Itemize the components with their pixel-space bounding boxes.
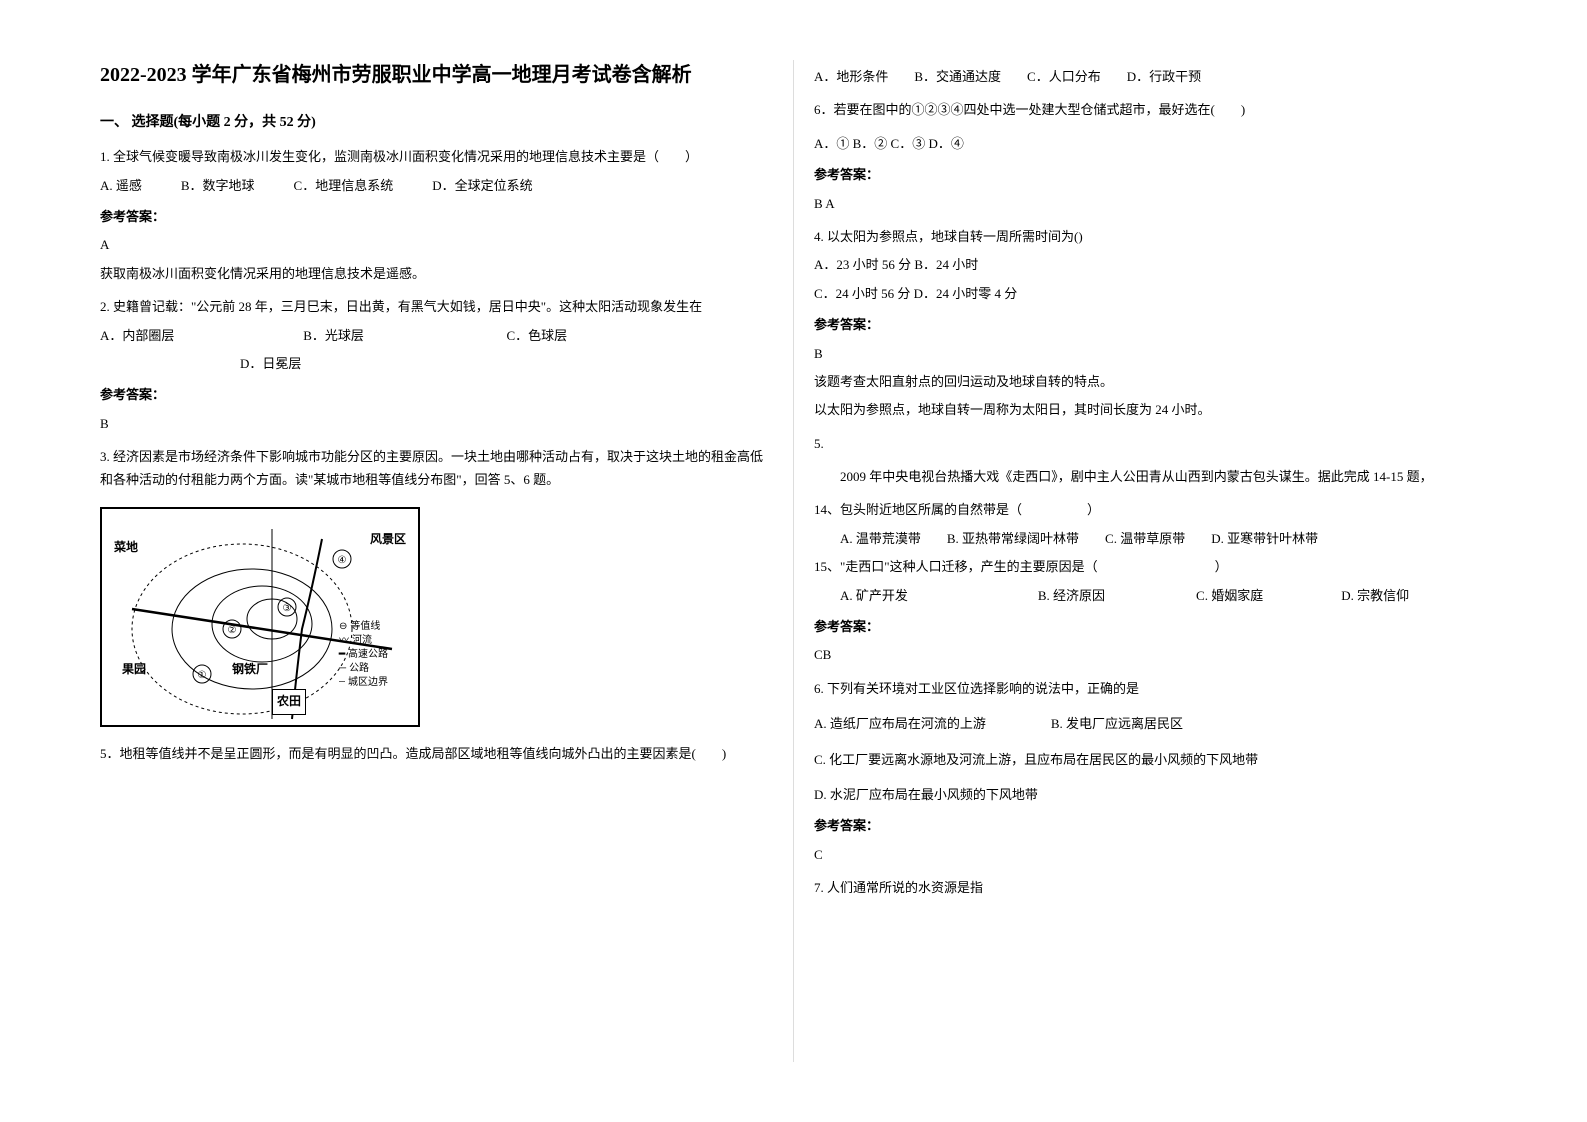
answer-value: A [100,233,773,256]
sub-question-5: 5．地租等值线并不是呈正圆形，而是有明显的凹凸。造成局部区域地租等值线向城外凸出… [100,742,773,765]
answer-value: B [814,342,1487,365]
question-5-passage: 5. 2009 年中央电视台热播大戏《走西口》，剧中主人公田青从山西到内蒙古包头… [814,432,1487,667]
right-column: A．地形条件 B．交通通达度 C．人口分布 D．行政干预 6．若要在图中的①②③… [794,60,1507,1062]
answer-label: 参考答案： [814,814,1487,837]
option-a: A．内部圈层 [100,324,300,347]
question-options-2: D．日冕层 [100,352,773,375]
passage-intro: 2009 年中央电视台热播大戏《走西口》，剧中主人公田青从山西到内蒙古包头谋生。… [814,465,1487,488]
sub-question-15: 15、"走西口"这种人口迁移，产生的主要原因是（ ） [814,555,1487,578]
option-row-2: C. 化工厂要远离水源地及河流上游，且应布局在居民区的最小风频的下风地带 [814,748,1487,771]
question-text: 2. 史籍曾记载："公元前 28 年，三月巳末，日出黄，有黑气大如钱，居日中央"… [100,295,773,318]
svg-text:②: ② [228,625,237,636]
sub-question-6: 6．若要在图中的①②③④四处中选一处建大型仓储式超市，最好选在( ) [814,98,1487,121]
explanation-1: 该题考查太阳直射点的回归运动及地球自转的特点。 [814,370,1487,393]
svg-text:④: ④ [338,555,347,566]
question-2: 2. 史籍曾记载："公元前 28 年，三月巳末，日出黄，有黑气大如钱，居日中央"… [100,295,773,435]
question-text: 6. 下列有关环境对工业区位选择影响的说法中，正确的是 [814,677,1487,700]
q15-options: A. 矿产开发 B. 经济原因 C. 婚姻家庭 D. 宗教信仰 [814,584,1487,607]
option-c: C．色球层 [507,324,568,347]
legend-road: ─公路 [339,662,388,676]
label-scenic: 风景区 [370,529,406,551]
svg-text:①: ① [198,670,207,681]
question-options: A. 遥感 B．数字地球 C．地理信息系统 D．全球定位系统 [100,174,773,197]
svg-text:③: ③ [283,603,292,614]
question-options: A．内部圈层 B．光球层 C．色球层 [100,324,773,347]
q6-options: A．① B．② C．③ D．④ [814,132,1487,155]
answer-label: 参考答案： [100,205,773,228]
explanation: 获取南极冰川面积变化情况采用的地理信息技术是遥感。 [100,262,773,285]
legend-contour: ⊖等值线 [339,620,388,634]
label-farmland: 农田 [272,689,306,715]
map-legend: ⊖等值线 〰河流 ━高速公路 ─公路 ┄城区边界 [339,620,388,690]
question-text: 7. 人们通常所说的水资源是指 [814,876,1487,899]
question-text: 1. 全球气候变暖导致南极冰川发生变化，监测南极冰川面积变化情况采用的地理信息技… [100,145,773,168]
sub-question-14: 14、包头附近地区所属的自然带是（ ） [814,498,1487,521]
answer-label: 参考答案： [814,163,1487,186]
answer-value: B A [814,192,1487,215]
q14-options: A. 温带荒漠带 B. 亚热带常绿阔叶林带 C. 温带草原带 D. 亚寒带针叶林… [814,527,1487,550]
answer-value: C [814,843,1487,866]
legend-river: 〰河流 [339,634,388,648]
answer-label: 参考答案： [814,313,1487,336]
legend-highway: ━高速公路 [339,648,388,662]
exam-title: 2022-2023 学年广东省梅州市劳服职业中学高一地理月考试卷含解析 [100,60,773,90]
label-orchard: 果园 [122,659,146,681]
question-4: 4. 以太阳为参照点，地球自转一周所需时间为() A．23 小时 56 分 B．… [814,225,1487,422]
label-vegetable: 菜地 [114,537,138,559]
option-row-1: A．23 小时 56 分 B．24 小时 [814,253,1487,276]
label-steel: 钢铁厂 [232,659,268,681]
option-b: B．光球层 [303,324,503,347]
option-row-3: D. 水泥厂应布局在最小风频的下风地带 [814,783,1487,806]
question-1: 1. 全球气候变暖导致南极冰川发生变化，监测南极冰川面积变化情况采用的地理信息技… [100,145,773,285]
answer-value: B [100,412,773,435]
q5-options: A．地形条件 B．交通通达度 C．人口分布 D．行政干预 [814,65,1487,88]
answer-value: CB [814,643,1487,666]
option-d: D．日冕层 [240,352,301,375]
question-intro: 3. 经济因素是市场经济条件下影响城市功能分区的主要原因。一块土地由哪种活动占有… [100,445,773,492]
option-row-2: C．24 小时 56 分 D．24 小时零 4 分 [814,282,1487,305]
question-6: 6. 下列有关环境对工业区位选择影响的说法中，正确的是 A. 造纸厂应布局在河流… [814,677,1487,866]
legend-boundary: ┄城区边界 [339,676,388,690]
question-text: 4. 以太阳为参照点，地球自转一周所需时间为() [814,225,1487,248]
question-7: 7. 人们通常所说的水资源是指 [814,876,1487,899]
question-3: 3. 经济因素是市场经济条件下影响城市功能分区的主要原因。一块土地由哪种活动占有… [100,445,773,765]
left-column: 2022-2023 学年广东省梅州市劳服职业中学高一地理月考试卷含解析 一、 选… [80,60,794,1062]
answer-label: 参考答案： [814,615,1487,638]
option-row-1: A. 造纸厂应布局在河流的上游 B. 发电厂应远离居民区 [814,712,1487,735]
explanation-2: 以太阳为参照点，地球自转一周称为太阳日，其时间长度为 24 小时。 [814,398,1487,421]
question-number: 5. [814,432,1487,455]
answer-label: 参考答案： [100,383,773,406]
section-header: 一、 选择题(每小题 2 分，共 52 分) [100,110,773,135]
map-figure: ① ② ③ ④ 菜地 风景区 果园 钢铁厂 农田 ⊖等值线 〰河流 ━高速公路 … [100,507,420,727]
